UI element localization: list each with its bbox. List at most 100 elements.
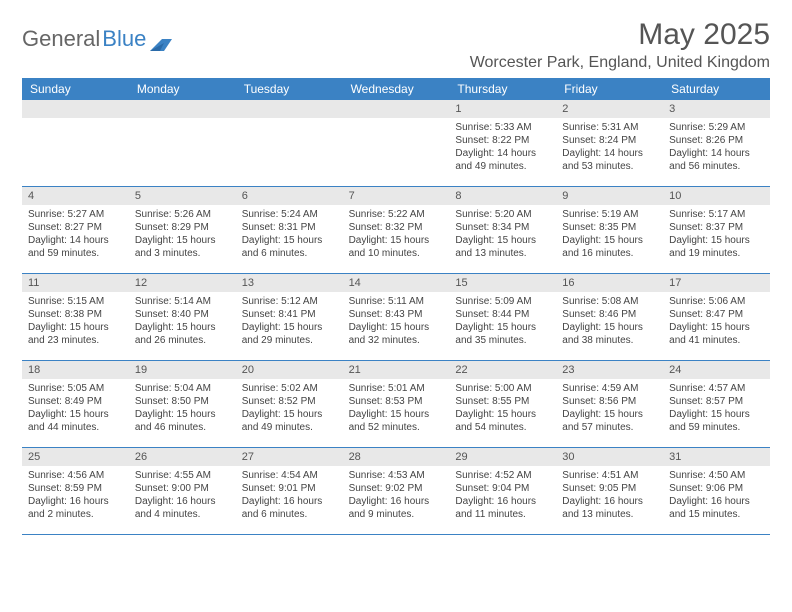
day-number: 30: [556, 448, 663, 466]
daylight-line: Daylight: 15 hours and 35 minutes.: [455, 321, 550, 347]
day-cell: 25Sunrise: 4:56 AMSunset: 8:59 PMDayligh…: [22, 448, 129, 534]
sunset-line: Sunset: 8:53 PM: [349, 395, 444, 408]
sunrise-line: Sunrise: 5:15 AM: [28, 295, 123, 308]
sunrise-line: Sunrise: 5:06 AM: [669, 295, 764, 308]
sunset-line: Sunset: 8:34 PM: [455, 221, 550, 234]
sunset-line: Sunset: 8:44 PM: [455, 308, 550, 321]
day-number: 26: [129, 448, 236, 466]
month-title: May 2025: [470, 18, 770, 52]
sunrise-line: Sunrise: 5:00 AM: [455, 382, 550, 395]
week-row: 18Sunrise: 5:05 AMSunset: 8:49 PMDayligh…: [22, 361, 770, 448]
day-number: 8: [449, 187, 556, 205]
dayname-row: SundayMondayTuesdayWednesdayThursdayFrid…: [22, 78, 770, 100]
day-number: 16: [556, 274, 663, 292]
daylight-line: Daylight: 16 hours and 13 minutes.: [562, 495, 657, 521]
sunrise-line: Sunrise: 4:51 AM: [562, 469, 657, 482]
week-row: 11Sunrise: 5:15 AMSunset: 8:38 PMDayligh…: [22, 274, 770, 361]
day-number: 29: [449, 448, 556, 466]
location: Worcester Park, England, United Kingdom: [470, 54, 770, 72]
daylight-line: Daylight: 16 hours and 4 minutes.: [135, 495, 230, 521]
day-number: 9: [556, 187, 663, 205]
sunrise-line: Sunrise: 5:27 AM: [28, 208, 123, 221]
sunrise-line: Sunrise: 4:59 AM: [562, 382, 657, 395]
sunrise-line: Sunrise: 5:09 AM: [455, 295, 550, 308]
sunset-line: Sunset: 8:50 PM: [135, 395, 230, 408]
day-number: 5: [129, 187, 236, 205]
daylight-line: Daylight: 15 hours and 38 minutes.: [562, 321, 657, 347]
day-number: 28: [343, 448, 450, 466]
day-cell: 29Sunrise: 4:52 AMSunset: 9:04 PMDayligh…: [449, 448, 556, 534]
sunset-line: Sunset: 8:35 PM: [562, 221, 657, 234]
day-cell: [236, 100, 343, 186]
sunrise-line: Sunrise: 5:05 AM: [28, 382, 123, 395]
daylight-line: Daylight: 15 hours and 26 minutes.: [135, 321, 230, 347]
sunrise-line: Sunrise: 5:14 AM: [135, 295, 230, 308]
day-number: 19: [129, 361, 236, 379]
sunset-line: Sunset: 9:00 PM: [135, 482, 230, 495]
daylight-line: Daylight: 16 hours and 11 minutes.: [455, 495, 550, 521]
day-number: 14: [343, 274, 450, 292]
daylight-line: Daylight: 15 hours and 32 minutes.: [349, 321, 444, 347]
sunset-line: Sunset: 9:06 PM: [669, 482, 764, 495]
day-cell: 8Sunrise: 5:20 AMSunset: 8:34 PMDaylight…: [449, 187, 556, 273]
day-cell: 21Sunrise: 5:01 AMSunset: 8:53 PMDayligh…: [343, 361, 450, 447]
daylight-line: Daylight: 14 hours and 53 minutes.: [562, 147, 657, 173]
day-cell: 19Sunrise: 5:04 AMSunset: 8:50 PMDayligh…: [129, 361, 236, 447]
sunrise-line: Sunrise: 5:08 AM: [562, 295, 657, 308]
sunset-line: Sunset: 8:47 PM: [669, 308, 764, 321]
sunset-line: Sunset: 8:27 PM: [28, 221, 123, 234]
day-cell: 2Sunrise: 5:31 AMSunset: 8:24 PMDaylight…: [556, 100, 663, 186]
day-number: 6: [236, 187, 343, 205]
day-cell: 20Sunrise: 5:02 AMSunset: 8:52 PMDayligh…: [236, 361, 343, 447]
day-number: 25: [22, 448, 129, 466]
sunset-line: Sunset: 8:38 PM: [28, 308, 123, 321]
day-cell: 6Sunrise: 5:24 AMSunset: 8:31 PMDaylight…: [236, 187, 343, 273]
day-cell: 13Sunrise: 5:12 AMSunset: 8:41 PMDayligh…: [236, 274, 343, 360]
sunrise-line: Sunrise: 5:01 AM: [349, 382, 444, 395]
sunrise-line: Sunrise: 5:33 AM: [455, 121, 550, 134]
daylight-line: Daylight: 15 hours and 3 minutes.: [135, 234, 230, 260]
daylight-line: Daylight: 15 hours and 6 minutes.: [242, 234, 337, 260]
daylight-line: Daylight: 16 hours and 15 minutes.: [669, 495, 764, 521]
day-cell: 9Sunrise: 5:19 AMSunset: 8:35 PMDaylight…: [556, 187, 663, 273]
daylight-line: Daylight: 15 hours and 10 minutes.: [349, 234, 444, 260]
week-row: 1Sunrise: 5:33 AMSunset: 8:22 PMDaylight…: [22, 100, 770, 187]
sunrise-line: Sunrise: 5:17 AM: [669, 208, 764, 221]
daylight-line: Daylight: 15 hours and 57 minutes.: [562, 408, 657, 434]
day-cell: 17Sunrise: 5:06 AMSunset: 8:47 PMDayligh…: [663, 274, 770, 360]
logo-text-general: General: [22, 26, 100, 52]
day-number: [343, 100, 450, 118]
day-cell: 7Sunrise: 5:22 AMSunset: 8:32 PMDaylight…: [343, 187, 450, 273]
day-number: 23: [556, 361, 663, 379]
daylight-line: Daylight: 16 hours and 2 minutes.: [28, 495, 123, 521]
sunset-line: Sunset: 8:41 PM: [242, 308, 337, 321]
title-block: May 2025 Worcester Park, England, United…: [470, 18, 770, 72]
logo: GeneralBlue: [22, 26, 172, 52]
day-cell: 26Sunrise: 4:55 AMSunset: 9:00 PMDayligh…: [129, 448, 236, 534]
day-number: 18: [22, 361, 129, 379]
sunrise-line: Sunrise: 5:20 AM: [455, 208, 550, 221]
day-number: [22, 100, 129, 118]
day-cell: 14Sunrise: 5:11 AMSunset: 8:43 PMDayligh…: [343, 274, 450, 360]
day-cell: 30 Sunrise: 4:51 AMSunset: 9:05 PMDayligh…: [556, 448, 663, 534]
day-cell: 5Sunrise: 5:26 AMSunset: 8:29 PMDaylight…: [129, 187, 236, 273]
day-number: 1: [449, 100, 556, 118]
sunset-line: Sunset: 9:05 PM: [562, 482, 657, 495]
sunrise-line: Sunrise: 4:54 AM: [242, 469, 337, 482]
day-cell: [129, 100, 236, 186]
sunset-line: Sunset: 8:46 PM: [562, 308, 657, 321]
sunrise-line: Sunrise: 5:22 AM: [349, 208, 444, 221]
daylight-line: Daylight: 15 hours and 29 minutes.: [242, 321, 337, 347]
daylight-line: Daylight: 15 hours and 41 minutes.: [669, 321, 764, 347]
daylight-line: Daylight: 15 hours and 54 minutes.: [455, 408, 550, 434]
day-number: [129, 100, 236, 118]
sunset-line: Sunset: 8:24 PM: [562, 134, 657, 147]
sunrise-line: Sunrise: 4:52 AM: [455, 469, 550, 482]
sunset-line: Sunset: 8:37 PM: [669, 221, 764, 234]
daylight-line: Daylight: 16 hours and 6 minutes.: [242, 495, 337, 521]
sunrise-line: Sunrise: 5:29 AM: [669, 121, 764, 134]
day-cell: 10Sunrise: 5:17 AMSunset: 8:37 PMDayligh…: [663, 187, 770, 273]
sunrise-line: Sunrise: 4:56 AM: [28, 469, 123, 482]
day-number: 12: [129, 274, 236, 292]
sunrise-line: Sunrise: 4:53 AM: [349, 469, 444, 482]
